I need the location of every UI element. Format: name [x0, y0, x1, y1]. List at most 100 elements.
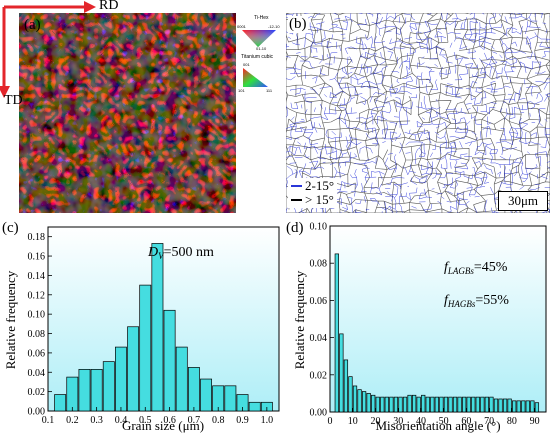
rd-label: RD	[99, 0, 119, 13]
bar	[224, 385, 237, 412]
legend-cubic-101: 101	[238, 88, 245, 93]
bar	[498, 398, 503, 413]
bar	[248, 401, 261, 412]
bar	[512, 400, 517, 413]
legend-hex-01-10: 01-10	[256, 46, 267, 51]
bar	[448, 396, 453, 413]
panel-b: (b) 2-15° > 15° 30μm	[286, 13, 550, 213]
legend-high-angle-text: > 15°	[305, 192, 334, 207]
y-tick-label: 0.10	[28, 310, 46, 321]
bar	[371, 394, 376, 413]
bar	[393, 396, 399, 413]
legend-line-low-angle	[291, 185, 302, 187]
x-tick-label: 70	[484, 416, 494, 427]
x-tick-label: 0.6	[163, 415, 176, 426]
y-tick-label: 0.14	[28, 271, 46, 282]
bar	[530, 400, 535, 413]
lagb-value: =45%	[474, 260, 508, 275]
bar	[412, 394, 417, 413]
bar	[439, 396, 444, 413]
bar	[380, 396, 385, 413]
bar	[366, 393, 371, 413]
legend-cubic-001: 001	[243, 62, 250, 67]
high-angle-boundaries	[286, 13, 550, 213]
bar	[507, 398, 512, 413]
bar	[352, 385, 358, 413]
y-tick-label: 0.08	[28, 329, 46, 340]
x-axis-title: Misorientation angle (°)	[375, 418, 500, 433]
x-tick-label: 10	[348, 416, 358, 427]
hagb-value: =55%	[475, 293, 509, 308]
bar	[348, 376, 353, 413]
bar	[471, 396, 476, 413]
x-tick-label: 20	[370, 416, 380, 427]
bar	[200, 378, 212, 412]
bar	[457, 396, 462, 413]
bar	[430, 396, 435, 413]
bar	[151, 243, 164, 412]
bar	[361, 391, 367, 413]
y-tick-label: 0.00	[310, 408, 328, 419]
bar	[475, 396, 480, 413]
x-tick-label: 0	[328, 416, 333, 427]
bar	[389, 396, 394, 413]
panel-d-label: (d)	[286, 220, 304, 236]
x-axis-title: Grain size (μm)	[122, 418, 204, 433]
hagb-symbol: f	[444, 293, 450, 308]
bar	[425, 396, 430, 413]
legend-hex-title: Ti-Hex	[254, 15, 269, 21]
x-tick-label: 0.4	[115, 415, 128, 426]
bar	[480, 396, 485, 413]
grain-size-histogram: 0.1 0.2 0.3 0.4 0.5 0.6 0.7 0.8 0.9 1.0 0.00 0.02 0.…	[2, 220, 280, 433]
bar	[434, 396, 439, 413]
bar	[466, 396, 471, 413]
bar	[534, 402, 540, 413]
legend-cubic-111: 111	[266, 88, 273, 93]
bar	[102, 361, 115, 412]
bar	[139, 284, 152, 412]
hagb-annotation: fHAGBs=55%	[444, 293, 509, 309]
bar	[521, 400, 526, 413]
bar	[175, 346, 188, 412]
x-tick-label: 1.0	[261, 415, 274, 426]
bar	[402, 396, 408, 413]
bar	[66, 376, 79, 412]
hagb-subscript: HAGBs	[447, 299, 476, 309]
lagb-subscript: LAGBs	[447, 266, 475, 276]
bar	[339, 333, 344, 413]
dv-value: =500 nm	[164, 245, 214, 260]
x-tick-label: 0.8	[212, 415, 225, 426]
x-tick-label: 0.7	[188, 415, 201, 426]
bar	[421, 394, 426, 413]
bar	[502, 398, 508, 413]
legend-hex-triangle	[242, 30, 276, 47]
y-axis-title: Relative frequency	[292, 270, 307, 369]
bar	[90, 369, 103, 412]
bar	[416, 396, 421, 413]
legend-hex-0001: 0001	[237, 24, 246, 29]
misorientation-histogram: 0 10 20 30 40 50 60 70 80 90 0.00 0.02 0.04 0.06 0.08 0…	[286, 220, 547, 433]
legend-cubic-triangle	[243, 68, 268, 87]
y-tick-label: 0.18	[28, 232, 46, 243]
dv-annotation: DV=500 nm	[147, 245, 214, 261]
legend-line-high-angle	[291, 199, 302, 201]
y-tick-label: 0.04	[310, 333, 328, 344]
bar	[525, 400, 530, 413]
x-tick-label: 0.3	[90, 415, 103, 426]
bar	[489, 396, 494, 413]
y-tick-label: 0.16	[28, 252, 46, 263]
legend-cubic-title: Titanium cubic	[241, 54, 274, 60]
bar	[407, 394, 412, 413]
y-tick-label: 0.08	[310, 259, 328, 270]
bar	[54, 394, 67, 412]
bar	[357, 389, 362, 413]
x-tick-label: 60	[461, 416, 471, 427]
x-tick-label: 0.2	[66, 415, 79, 426]
bar	[452, 396, 458, 413]
y-tick-label: 0.06	[28, 348, 46, 359]
low-angle-boundaries	[286, 13, 550, 213]
bar	[398, 396, 403, 413]
bar	[187, 367, 200, 412]
bar	[78, 369, 91, 412]
y-axis-title: Relative frequency	[3, 270, 18, 369]
